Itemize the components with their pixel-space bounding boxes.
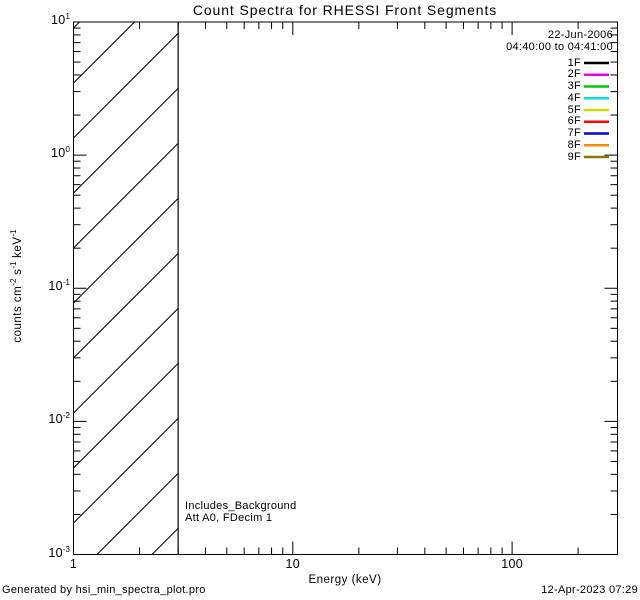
legend-entry-label: 5F (567, 103, 581, 116)
x-tick-label: 1 (69, 557, 78, 571)
plot-frame (73, 21, 618, 555)
legend-entry-label: 2F (567, 68, 581, 81)
legend-entry-label: 9F (567, 150, 581, 163)
legend-entry-label: 1F (567, 56, 581, 69)
x-tick-label: 10 (285, 557, 301, 571)
y-tick-label: 101 (51, 12, 70, 27)
x-tick-label: 100 (501, 557, 523, 571)
y-axis-title: counts cm-2 s-1 keV-1 (9, 229, 24, 343)
legend-entry-label: 6F (567, 115, 581, 128)
legend-entry-label: 4F (567, 91, 581, 104)
footer-generator: Generated by hsi_min_spectra_plot.pro (2, 584, 206, 596)
legend-entry-label: 8F (567, 138, 581, 151)
footer-timestamp: 12-Apr-2023 07:29 (541, 584, 638, 596)
legend-entry-label: 3F (567, 80, 581, 92)
y-tick-label: 100 (51, 145, 70, 161)
chart-title: Count Spectra for RHESSI Front Segments (192, 2, 498, 18)
y-tick-label: 10-1 (48, 278, 70, 294)
annotation-background: Includes_Background (185, 500, 297, 512)
x-axis-title: Energy (keV) (308, 574, 382, 586)
legend-time-range: 04:40:00 to 04:41:00 (506, 41, 613, 53)
legend-entry-label: 7F (567, 127, 581, 139)
y-tick-label: 10-3 (48, 544, 70, 560)
annotation-attenuator: Att A0, FDecim 1 (185, 512, 273, 524)
y-tick-label: 10-2 (48, 411, 70, 427)
legend-date: 22-Jun-2006 (547, 29, 613, 41)
